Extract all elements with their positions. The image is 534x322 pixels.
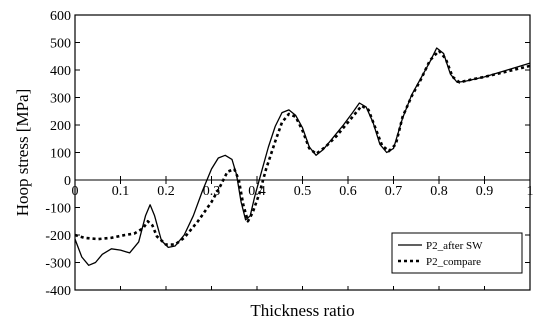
y-tick-label: -400 — [45, 284, 71, 299]
y-tick-label: -100 — [45, 202, 71, 217]
legend-label: P2_compare — [426, 256, 481, 268]
series-line-2 — [74, 49, 531, 246]
y-tick-label: -200 — [45, 229, 71, 244]
y-tick-label: 200 — [50, 119, 71, 134]
y-tick-label: 400 — [50, 64, 71, 79]
x-tick-label: 0.2 — [157, 184, 175, 199]
legend-label: P2_after SW — [426, 240, 483, 252]
x-tick-label: 0.1 — [112, 184, 130, 199]
x-tick-label: 0.8 — [430, 184, 448, 199]
y-tick-label: 0 — [64, 174, 71, 189]
y-tick-label: 100 — [50, 147, 71, 162]
y-tick-label: -300 — [45, 257, 71, 272]
series-lines — [74, 47, 531, 266]
legend: P2_after SW P2_compare — [391, 232, 523, 274]
x-tick-label: 1 — [527, 184, 534, 199]
y-tick-label: 300 — [50, 92, 71, 107]
x-tick-label: 0.7 — [385, 184, 403, 199]
y-tick-label: 500 — [50, 37, 71, 52]
x-tick-label: 0.6 — [339, 184, 357, 199]
x-tick-label: 0.5 — [294, 184, 312, 199]
series-line-1 — [74, 47, 531, 266]
x-tick-label: 0.9 — [476, 184, 494, 199]
x-tick-label: 0 — [72, 184, 79, 199]
x-axis-title: Thickness ratio — [250, 301, 354, 320]
legend-box — [391, 232, 523, 274]
y-axis-title: Hoop stress [MPa] — [13, 89, 32, 217]
y-tick-label: 600 — [50, 9, 71, 24]
